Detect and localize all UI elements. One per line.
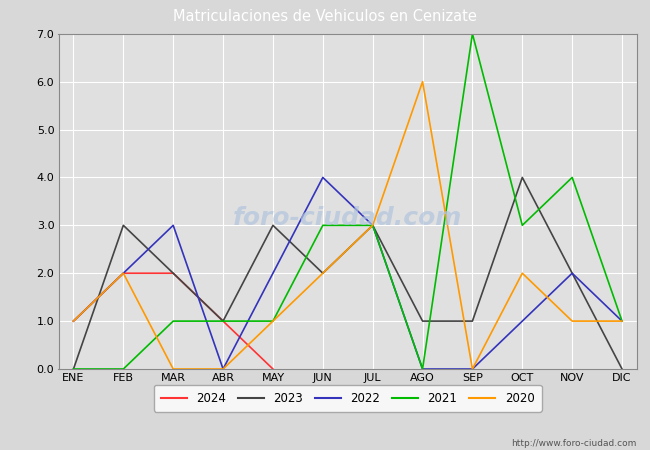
- Line: 2020: 2020: [73, 81, 622, 369]
- 2022: [568, 270, 576, 276]
- 2020: [469, 366, 476, 372]
- Text: foro-ciudad.com: foro-ciudad.com: [233, 206, 462, 230]
- 2021: [120, 366, 127, 372]
- 2022: [219, 366, 227, 372]
- Text: Matriculaciones de Vehiculos en Cenizate: Matriculaciones de Vehiculos en Cenizate: [173, 9, 477, 24]
- 2023: [369, 223, 376, 228]
- 2023: [519, 175, 526, 180]
- 2024: [120, 270, 127, 276]
- 2023: [169, 270, 177, 276]
- 2021: [369, 223, 376, 228]
- 2023: [568, 270, 576, 276]
- 2022: [319, 175, 327, 180]
- Line: 2022: 2022: [73, 177, 622, 369]
- 2024: [169, 270, 177, 276]
- 2024: [219, 319, 227, 324]
- 2022: [618, 319, 626, 324]
- 2022: [369, 223, 376, 228]
- 2020: [319, 270, 327, 276]
- 2023: [419, 319, 426, 324]
- 2021: [469, 31, 476, 36]
- 2020: [70, 319, 77, 324]
- Legend: 2024, 2023, 2022, 2021, 2020: 2024, 2023, 2022, 2021, 2020: [154, 385, 541, 412]
- 2022: [269, 270, 277, 276]
- 2020: [169, 366, 177, 372]
- 2022: [419, 366, 426, 372]
- 2023: [269, 223, 277, 228]
- 2021: [269, 319, 277, 324]
- 2023: [319, 270, 327, 276]
- 2024: [269, 366, 277, 372]
- Text: http://www.foro-ciudad.com: http://www.foro-ciudad.com: [512, 439, 637, 448]
- 2023: [469, 319, 476, 324]
- 2023: [120, 223, 127, 228]
- 2020: [369, 223, 376, 228]
- 2022: [169, 223, 177, 228]
- 2024: [70, 319, 77, 324]
- 2022: [70, 319, 77, 324]
- 2020: [120, 270, 127, 276]
- 2021: [618, 319, 626, 324]
- 2021: [519, 223, 526, 228]
- 2021: [568, 175, 576, 180]
- 2021: [319, 223, 327, 228]
- 2020: [568, 319, 576, 324]
- 2021: [219, 319, 227, 324]
- 2023: [618, 366, 626, 372]
- Line: 2024: 2024: [73, 273, 273, 369]
- Line: 2023: 2023: [73, 177, 622, 369]
- 2021: [169, 319, 177, 324]
- 2022: [120, 270, 127, 276]
- 2022: [519, 319, 526, 324]
- Line: 2021: 2021: [73, 34, 622, 369]
- 2020: [519, 270, 526, 276]
- 2021: [70, 366, 77, 372]
- 2020: [618, 319, 626, 324]
- 2020: [219, 366, 227, 372]
- 2020: [269, 319, 277, 324]
- 2020: [419, 79, 426, 84]
- 2023: [219, 319, 227, 324]
- 2023: [70, 366, 77, 372]
- 2021: [419, 366, 426, 372]
- 2022: [469, 366, 476, 372]
